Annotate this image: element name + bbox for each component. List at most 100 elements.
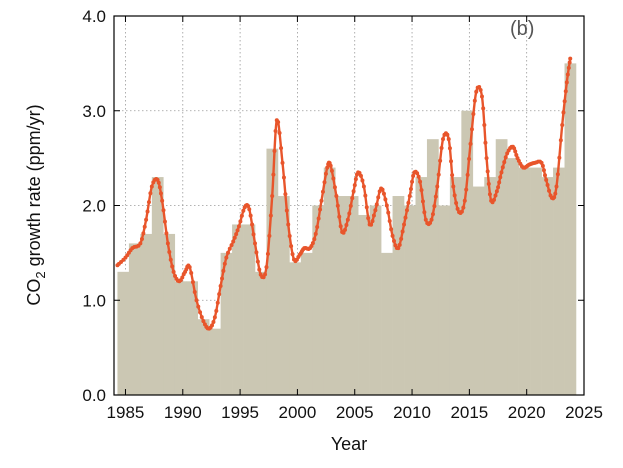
line-point: [257, 267, 262, 272]
line-point: [478, 88, 483, 93]
line-point: [227, 246, 232, 251]
line-point: [430, 212, 435, 217]
line-point: [313, 231, 318, 236]
line-point: [545, 183, 550, 188]
line-point: [318, 207, 323, 212]
line-point: [446, 137, 451, 142]
bar-2012: [438, 205, 451, 395]
line-point: [236, 224, 241, 229]
line-point: [397, 242, 402, 247]
line-point: [194, 298, 199, 303]
line-point: [479, 94, 484, 99]
x-tick-label: 1995: [221, 403, 259, 422]
line-point: [145, 209, 150, 214]
line-point: [512, 146, 517, 151]
bar-1986: [140, 233, 153, 395]
line-point: [494, 189, 499, 194]
bar-1990: [186, 281, 198, 395]
line-point: [315, 224, 320, 229]
line-point: [461, 205, 466, 210]
line-point: [284, 208, 289, 213]
line-point: [429, 217, 434, 222]
line-point: [560, 122, 565, 127]
line-point: [218, 284, 223, 289]
line-point: [338, 224, 343, 229]
line-point: [471, 112, 476, 117]
line-point: [361, 184, 366, 189]
line-point: [450, 173, 455, 178]
line-point: [381, 191, 386, 196]
line-point: [161, 208, 166, 213]
x-axis-label: Year: [331, 434, 367, 454]
growth-rate-line-series: [115, 56, 573, 331]
line-point: [347, 211, 352, 216]
panel-label: (b): [510, 18, 534, 40]
line-point: [344, 223, 349, 228]
line-point: [352, 183, 357, 188]
line-point: [407, 194, 412, 199]
line-point: [167, 249, 172, 254]
line-point: [312, 237, 317, 242]
line-point: [472, 98, 477, 103]
line-point: [190, 280, 195, 285]
line-point: [411, 173, 416, 178]
line-point: [390, 233, 395, 238]
line-point: [287, 234, 292, 239]
line-point: [253, 241, 257, 246]
line-point: [567, 60, 572, 65]
bar-2006: [369, 205, 382, 395]
line-point: [384, 203, 389, 208]
line-point: [416, 174, 421, 179]
line-point: [468, 141, 473, 146]
y-axis-label-subscript: 2: [33, 271, 48, 278]
line-point: [441, 137, 445, 142]
bar-1999: [289, 262, 302, 395]
bar-2004: [346, 196, 359, 395]
line-point: [485, 169, 490, 174]
line-point: [403, 215, 408, 220]
bar-1989: [174, 281, 187, 395]
bar-2009: [404, 205, 416, 395]
line-point: [289, 244, 294, 249]
line-point: [146, 200, 151, 205]
bar-2001: [312, 205, 325, 395]
bar-1984: [117, 271, 130, 395]
bar-1992: [209, 328, 221, 395]
line-point: [422, 210, 427, 215]
line-point: [565, 72, 570, 77]
bar-2010: [415, 177, 428, 395]
line-point: [268, 213, 273, 218]
line-point: [334, 194, 339, 199]
line-point: [328, 163, 333, 168]
line-point: [142, 224, 147, 229]
line-point: [505, 151, 510, 156]
line-point: [229, 243, 234, 248]
line-point: [369, 222, 374, 227]
x-tick-label: 2015: [450, 403, 488, 422]
bar-1987: [151, 177, 164, 395]
line-point: [247, 207, 252, 212]
line-point: [370, 219, 375, 224]
line-point: [563, 89, 568, 94]
line-point: [358, 173, 363, 178]
line-point: [415, 171, 420, 176]
line-point: [232, 235, 237, 240]
line-point: [396, 246, 401, 251]
line-point: [149, 184, 154, 189]
bar-2007: [381, 252, 393, 395]
bar-1996: [255, 271, 267, 395]
line-point: [564, 80, 569, 85]
line-point: [462, 198, 467, 203]
line-point: [322, 180, 327, 185]
line-point: [410, 179, 415, 184]
line-point: [325, 165, 330, 170]
bar-2016: [484, 177, 497, 395]
line-point: [562, 99, 567, 104]
line-point: [543, 173, 547, 178]
line-point: [492, 197, 497, 202]
line-point: [513, 149, 518, 154]
line-point: [374, 202, 379, 207]
line-point: [464, 187, 469, 192]
line-point: [408, 186, 413, 191]
line-point: [231, 239, 236, 244]
